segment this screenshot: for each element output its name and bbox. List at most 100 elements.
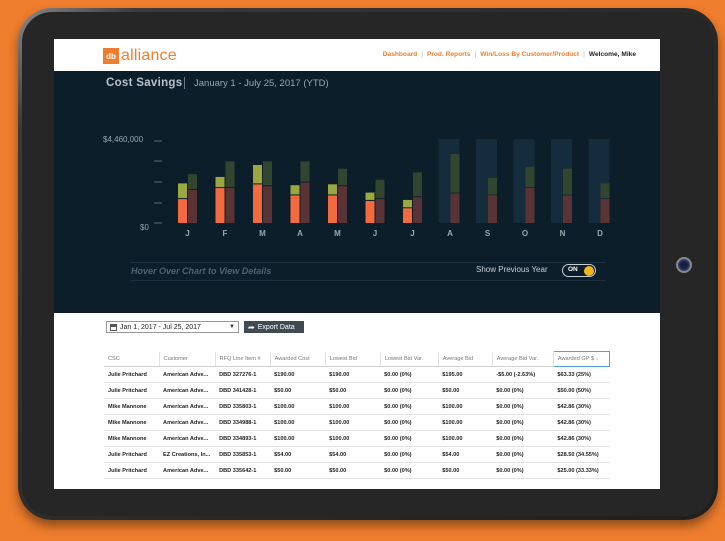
bar-current-year-top — [403, 199, 412, 208]
table-cell: $100.00 — [325, 430, 381, 447]
table-cell: DBD 335853-1 — [215, 446, 271, 463]
bar-previous-year-top — [450, 153, 460, 193]
table-cell: DBD 335642-1 — [215, 462, 271, 479]
bar-current-year-top — [328, 184, 337, 195]
column-header[interactable]: Lowest Bid Var. — [380, 351, 439, 367]
table-row[interactable]: Julie Pritchard American Adve... DBD 34142… — [104, 382, 610, 399]
date-range-label: January 1 - July 25, 2017 (YTD) — [194, 78, 329, 89]
bar-current-year — [328, 195, 337, 223]
column-header[interactable]: Lowest Bid — [325, 351, 381, 367]
table-cell: $42.86 (30%) — [553, 414, 610, 431]
column-header[interactable]: Customer — [159, 351, 216, 367]
welcome-user[interactable]: Welcome, Mike — [588, 51, 636, 58]
bar-previous-year-top — [375, 179, 385, 199]
x-tick-label: S — [485, 229, 491, 238]
table-cell: $42.86 (30%) — [553, 430, 610, 447]
x-tick-label: M — [259, 229, 266, 238]
hover-hint: Hover Over Chart to View Details — [131, 266, 272, 276]
table-cell: $100.00 — [438, 414, 493, 431]
divider — [131, 280, 606, 281]
x-tick-label: J — [373, 229, 377, 238]
column-header[interactable]: CSC — [104, 351, 160, 367]
table-cell: $0.00 (0%) — [380, 462, 439, 479]
table-cell: $54.00 — [438, 446, 493, 463]
bar-previous-year — [375, 199, 385, 223]
nav-separator: | — [421, 51, 423, 58]
date-range-select[interactable]: Jan 1, 2017 - Jul 25, 2017 ▼ — [106, 321, 239, 333]
filter-row: Jan 1, 2017 - Jul 25, 2017 ▼ ➦ Export Da… — [106, 321, 304, 333]
table-cell: $50.00 — [325, 382, 381, 399]
table-cell: Julie Pritchard — [104, 462, 160, 479]
table-cell: $28.50 (34.55%) — [553, 446, 610, 463]
bar-previous-year — [263, 186, 272, 223]
title-divider — [184, 77, 185, 89]
column-header[interactable]: Average Bid — [438, 351, 493, 367]
top-navigation: db alliance Dashboard | Prod. Reports | … — [54, 39, 660, 71]
nav-links: Dashboard | Prod. Reports | Win/Loss By … — [383, 51, 636, 58]
table-cell: Julie Pritchard — [104, 366, 160, 383]
x-tick-label: J — [410, 229, 414, 238]
column-header[interactable]: Awarded Cost — [270, 351, 326, 367]
table-row[interactable]: Julie Pritchard American Adve... DBD 32727… — [104, 366, 610, 383]
table-cell: $0.00 (0%) — [492, 382, 554, 399]
date-range-value: Jan 1, 2017 - Jul 25, 2017 — [120, 323, 201, 331]
table-cell: American Adve... — [159, 462, 216, 479]
share-arrow-icon: ➦ — [248, 322, 255, 332]
table-row[interactable]: Mike Mannone American Adve... DBD 334988-1… — [104, 414, 610, 431]
x-tick-label: A — [297, 229, 303, 238]
table-cell: $25.00 (33.33%) — [553, 462, 610, 479]
table-cell: $63.33 (25%) — [553, 366, 610, 383]
column-header[interactable]: Average Bid Var. — [492, 351, 554, 367]
bar-current-year-top — [178, 183, 187, 199]
table-row[interactable]: Julie Pritchard EZ Creations, In... DBD 33… — [104, 446, 610, 463]
show-previous-year-label: Show Previous Year — [476, 265, 548, 274]
bar-current-year — [365, 200, 375, 223]
table-cell: $0.00 (0%) — [380, 414, 439, 431]
nav-separator: | — [474, 51, 477, 58]
table-cell: $50.00 — [270, 462, 326, 479]
toggle-knob — [584, 266, 594, 276]
table-cell: $50.00 — [270, 382, 326, 399]
app-screen: db alliance Dashboard | Prod. Reports | … — [54, 39, 660, 489]
table-cell: $190.00 — [270, 366, 326, 383]
table-cell: American Adve... — [159, 382, 216, 399]
bar-previous-year — [450, 193, 460, 223]
table-cell: American Adve... — [159, 366, 216, 383]
nav-dashboard[interactable]: Dashboard — [382, 51, 418, 58]
bar-previous-year — [338, 186, 347, 223]
logo-text: alliance — [121, 47, 177, 64]
table-cell: $100.00 — [270, 414, 326, 431]
bar-current-year-top — [253, 165, 262, 184]
x-tick-label: A — [447, 229, 453, 238]
results-table: CSC Customer RFQ Line Item # Awarded Cost Lo… — [104, 351, 611, 479]
table-cell: $0.00 (0%) — [492, 462, 554, 479]
bar-current-year — [178, 199, 187, 223]
column-header[interactable]: Awarded GP $ ↓ — [552, 351, 611, 367]
nav-prod-reports[interactable]: Prod. Reports — [426, 51, 471, 58]
logo[interactable]: db alliance — [103, 47, 177, 65]
chevron-down-icon: ▼ — [229, 324, 235, 330]
bar-current-year — [215, 188, 225, 223]
table-cell: Mike Mannone — [104, 430, 160, 447]
show-previous-year-toggle[interactable]: ON — [562, 264, 596, 277]
bar-previous-year — [525, 188, 535, 223]
table-row[interactable]: Mike Mannone American Adve... DBD 334893-1… — [104, 430, 610, 447]
export-data-button[interactable]: ➦ Export Data — [244, 321, 304, 333]
nav-separator: | — [583, 51, 585, 58]
table-cell: DBD 334988-1 — [215, 414, 271, 431]
bar-previous-year-top — [338, 168, 347, 186]
logo-mark: db — [103, 48, 119, 64]
tablet-home-button[interactable] — [676, 257, 692, 273]
bar-previous-year — [600, 199, 610, 223]
table-cell: $100.00 — [438, 398, 493, 415]
table-row[interactable]: Julie Pritchard American Adve... DBD 33564… — [104, 462, 610, 479]
table-row[interactable]: Mike Mannone American Adve... DBD 335803-1… — [104, 398, 610, 415]
y-tick-label: $0 — [140, 223, 149, 232]
table-cell: EZ Creations, In... — [159, 446, 216, 463]
nav-win-loss[interactable]: Win/Loss By Customer/Product — [480, 51, 580, 58]
table-cell: $54.00 — [270, 446, 326, 463]
table-cell: $42.86 (30%) — [553, 398, 610, 415]
bar-previous-year-top — [525, 166, 535, 188]
column-header[interactable]: RFQ Line Item # — [215, 351, 271, 367]
